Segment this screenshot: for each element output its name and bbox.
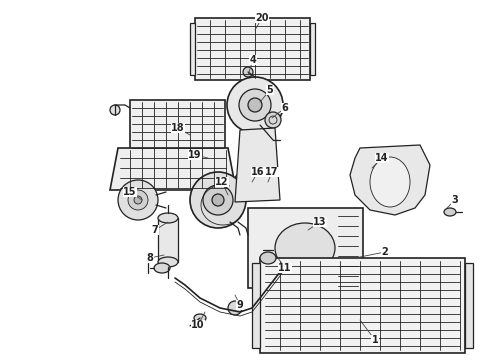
Text: 16: 16 (251, 167, 265, 177)
Text: 18: 18 (171, 123, 185, 133)
Polygon shape (190, 23, 195, 75)
Text: 15: 15 (123, 187, 137, 197)
Ellipse shape (275, 223, 335, 273)
Ellipse shape (265, 112, 281, 128)
Text: 3: 3 (452, 195, 458, 205)
Text: 4: 4 (249, 55, 256, 65)
Ellipse shape (190, 172, 246, 228)
Text: 14: 14 (375, 153, 389, 163)
Ellipse shape (158, 213, 178, 223)
Polygon shape (310, 23, 315, 75)
Ellipse shape (134, 196, 142, 204)
Ellipse shape (239, 89, 271, 121)
Ellipse shape (158, 257, 178, 267)
Ellipse shape (253, 173, 277, 197)
Text: 20: 20 (255, 13, 269, 23)
Ellipse shape (248, 98, 262, 112)
Text: 5: 5 (267, 85, 273, 95)
Polygon shape (260, 258, 465, 353)
Text: 2: 2 (382, 247, 389, 257)
Text: 7: 7 (151, 225, 158, 235)
Text: 13: 13 (313, 217, 327, 227)
Text: 1: 1 (371, 335, 378, 345)
Polygon shape (465, 263, 473, 348)
Ellipse shape (154, 263, 170, 273)
Ellipse shape (260, 180, 270, 190)
Polygon shape (350, 145, 430, 215)
Ellipse shape (118, 180, 158, 220)
Polygon shape (110, 148, 236, 190)
Polygon shape (252, 263, 260, 348)
Ellipse shape (241, 178, 255, 192)
Polygon shape (158, 218, 178, 262)
Polygon shape (130, 100, 225, 152)
Text: 11: 11 (278, 263, 292, 273)
Ellipse shape (228, 301, 242, 315)
Ellipse shape (110, 105, 120, 115)
Text: 12: 12 (215, 177, 229, 187)
Ellipse shape (444, 208, 456, 216)
Ellipse shape (128, 190, 148, 210)
Polygon shape (195, 18, 310, 80)
Ellipse shape (203, 185, 233, 215)
Text: 10: 10 (191, 320, 205, 330)
Ellipse shape (370, 157, 410, 207)
Text: 6: 6 (282, 103, 289, 113)
Ellipse shape (212, 194, 224, 206)
Ellipse shape (233, 170, 263, 200)
Ellipse shape (227, 77, 283, 133)
Text: 8: 8 (147, 253, 153, 263)
Ellipse shape (194, 314, 206, 322)
Ellipse shape (260, 252, 276, 264)
Text: 9: 9 (237, 300, 244, 310)
Ellipse shape (243, 67, 253, 77)
Polygon shape (235, 128, 280, 202)
Polygon shape (248, 208, 363, 288)
Text: 17: 17 (265, 167, 279, 177)
Text: 19: 19 (188, 150, 202, 160)
